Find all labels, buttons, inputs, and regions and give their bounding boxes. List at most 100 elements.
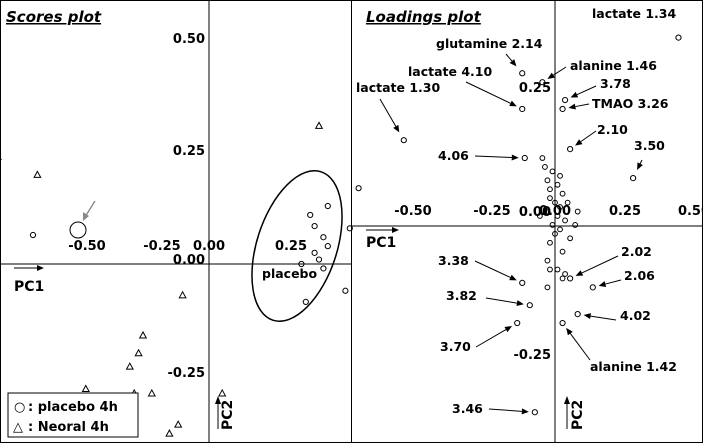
loading-point [562, 271, 568, 277]
neoral-point [134, 348, 143, 357]
neoral-point [81, 384, 90, 392]
scores-marks: -0.50 -0.25 0.00 0.250.500.250.00-0.25 [0, 32, 362, 437]
placebo-point [29, 231, 37, 239]
scores-ytick: 0.25 [173, 144, 205, 159]
loading-point [554, 181, 561, 188]
labeled-loading-point [400, 137, 407, 144]
placebo-point [298, 260, 305, 268]
loading-point [554, 213, 561, 219]
neoral-point [165, 429, 174, 437]
loading-arrow-head [598, 281, 607, 287]
labeled-loading-point [567, 275, 574, 282]
loadings-xtick: 0.00 [539, 204, 571, 219]
placebo-point [355, 185, 362, 192]
loading-label: 2.02 [621, 244, 652, 259]
highlight-arrow [84, 200, 96, 218]
labeled-loading-point [630, 174, 637, 182]
loadings-marks: -0.50 -0.25 0.00 0.25 0.50 0.25 0.00 -0.25 lacta… [356, 6, 703, 416]
labeled-loading-point [675, 34, 682, 41]
loading-point [549, 168, 556, 175]
loading-point [557, 172, 563, 179]
loading-point [574, 208, 581, 215]
loading-point [552, 230, 558, 237]
neoral-point [147, 388, 156, 397]
loading-arrow-head [516, 300, 524, 307]
loadings-ylabel: PC2 [570, 400, 586, 430]
loading-point [562, 217, 568, 224]
loadings-ytick: 0.00 [519, 205, 551, 220]
labeled-loading-point [559, 319, 566, 327]
neoral-point [125, 362, 134, 370]
labeled-loading-point [521, 154, 528, 162]
scores-ylabel: PC2 [220, 400, 236, 430]
loading-arrow-line [575, 103, 590, 108]
placebo-point [324, 202, 331, 210]
loading-label: 3.46 [452, 401, 483, 416]
loading-arrow-line [639, 159, 643, 164]
neoral-point [178, 290, 187, 299]
loading-point [542, 164, 548, 170]
placebo-ellipse [251, 170, 343, 322]
loading-arrow-line [475, 329, 507, 348]
placebo-point [307, 211, 314, 219]
legend-box [7, 392, 139, 438]
labeled-loading-point [574, 311, 581, 318]
placebo-point [302, 298, 309, 306]
loading-point [567, 235, 574, 242]
loading-arrow-head [509, 274, 517, 281]
loadings-xtick: -0.50 [394, 204, 431, 219]
highlight-ring [69, 221, 87, 239]
loading-label: lactate 1.34 [592, 6, 676, 21]
loading-label: 3.78 [600, 76, 631, 91]
loading-arrow-line [465, 81, 511, 104]
loading-arrow-head [547, 72, 555, 79]
placebo-point [342, 287, 349, 294]
neoral-point [174, 420, 183, 428]
loading-label: glutamine 2.14 [436, 36, 543, 51]
neoral-point [314, 121, 324, 129]
loading-label: 4.02 [620, 308, 651, 323]
loading-arrow-head [570, 91, 579, 98]
loadings-xtick: 0.25 [609, 204, 641, 219]
loading-arrow-head [504, 326, 513, 333]
loading-arrow-line [569, 333, 591, 361]
placebo-point [346, 225, 353, 232]
labeled-loading-point [539, 79, 546, 86]
loading-arrow-head [575, 270, 584, 276]
loading-arrow-line [605, 279, 622, 285]
scores-title: Scores plot [6, 8, 102, 26]
loading-arrow-head [509, 59, 517, 67]
loading-point [564, 199, 571, 206]
loading-arrow-line [576, 85, 597, 96]
loading-point [557, 204, 563, 210]
loading-label: 3.38 [438, 253, 469, 268]
loading-label: TMAO 3.26 [592, 96, 669, 111]
loading-label: alanine 1.46 [570, 58, 657, 73]
labeled-loading-point [589, 284, 596, 291]
labeled-loading-point [561, 96, 569, 104]
loading-point [559, 248, 566, 255]
scores-xlabel: PC1 [14, 279, 44, 295]
labeled-loading-point [567, 146, 574, 153]
loading-point [549, 222, 556, 228]
labeled-loading-point [526, 302, 533, 309]
scores-xlabel-arrowhead [37, 265, 44, 271]
labeled-loading-point [519, 70, 526, 77]
labeled-loading-point [519, 105, 526, 113]
scores-ytick: -0.25 [168, 366, 205, 381]
loading-label: lactate 1.30 [356, 80, 440, 95]
neoral-point [138, 330, 148, 339]
loading-label: 4.06 [438, 148, 469, 163]
loading-point [572, 222, 579, 228]
loading-arrow-head [521, 408, 529, 415]
scores-legend: ○ : placebo 4h △ : Neoral 4h [7, 392, 139, 438]
loading-label: 2.10 [597, 122, 628, 137]
loading-point [544, 208, 551, 215]
loading-arrow-head [583, 313, 591, 320]
placebo-point [315, 256, 323, 263]
loadings-ylabel-arrowhead [564, 396, 570, 404]
legend-placebo-label: : placebo 4h [28, 400, 118, 415]
legend-neoral-label: : Neoral 4h [28, 420, 109, 435]
labeled-loading-point [519, 279, 526, 286]
scores-xtick: -0.50 [68, 239, 105, 254]
